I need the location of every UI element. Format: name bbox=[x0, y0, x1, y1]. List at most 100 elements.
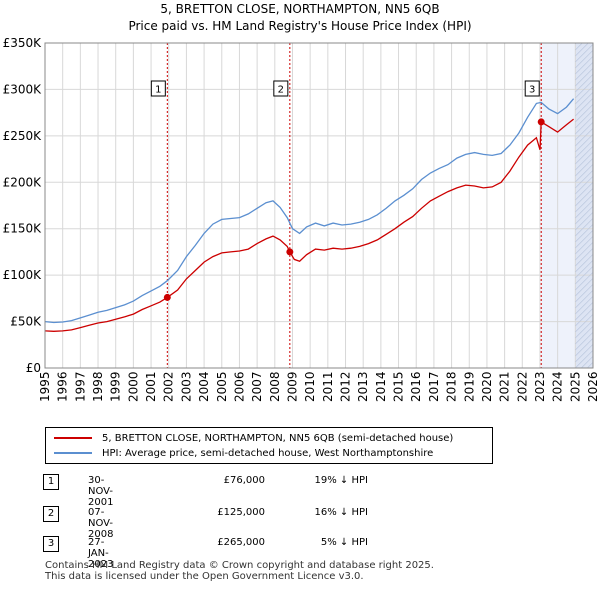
transaction-marker: 2 bbox=[43, 506, 59, 522]
x-tick-label: 2001 bbox=[144, 371, 158, 402]
footer-license: This data is licensed under the Open Gov… bbox=[45, 571, 364, 582]
y-tick-label: £50K bbox=[10, 315, 42, 329]
y-tick-label: £0 bbox=[26, 361, 41, 375]
transaction-marker: 3 bbox=[43, 536, 59, 552]
transaction-hpi-diff: 19% ↓ HPI bbox=[314, 475, 368, 486]
transaction-price: £125,000 bbox=[217, 507, 265, 518]
sale-point bbox=[163, 293, 171, 301]
y-tick-label: £350K bbox=[3, 36, 43, 50]
chart-area: 1 2 3 £0 £50K £100K £150K £200K £250K £300K £350K 1… bbox=[3, 36, 600, 402]
x-tick-label: 1997 bbox=[73, 371, 87, 402]
forecast-hatch bbox=[581, 356, 594, 369]
sale-label-box bbox=[524, 80, 540, 97]
sale-label: 3 bbox=[529, 85, 535, 96]
sale-point bbox=[537, 118, 545, 126]
forecast-hatch bbox=[575, 296, 594, 315]
x-tick-label: 2023 bbox=[533, 371, 547, 402]
x-tick-label: 2009 bbox=[285, 371, 299, 402]
forecast-hatch bbox=[575, 260, 594, 279]
y-tick-label: £300K bbox=[3, 82, 43, 96]
x-tick-label: 2002 bbox=[162, 371, 176, 402]
forecast-hatch bbox=[575, 44, 594, 63]
x-tick-label: 2000 bbox=[126, 371, 140, 402]
x-tick-label: 2026 bbox=[586, 371, 600, 402]
x-tick-label: 1999 bbox=[109, 371, 123, 402]
transaction-date: 30-NOV-2001 bbox=[88, 475, 114, 508]
legend-item-property: 5, BRETTON CLOSE, NORTHAMPTON, NN5 6QB (… bbox=[54, 431, 453, 445]
plot-area: 1 2 3 £0 £50K £100K £150K £200K £250K £300K £350K 1… bbox=[3, 36, 600, 402]
forecast-hatch bbox=[575, 86, 594, 105]
x-tick-label: 2012 bbox=[339, 371, 353, 402]
forecast-hatch bbox=[575, 98, 594, 117]
x-tick-label: 2014 bbox=[374, 371, 388, 402]
x-tick-label: 2017 bbox=[427, 371, 441, 402]
forecast-hatch bbox=[575, 200, 594, 219]
forecast-hatch bbox=[575, 140, 594, 159]
transaction-marker: 1 bbox=[43, 474, 59, 490]
x-tick-label: 2004 bbox=[197, 371, 211, 402]
x-tick-label: 2019 bbox=[462, 371, 476, 402]
x-tick-label: 2013 bbox=[356, 371, 370, 402]
x-tick-label: 2021 bbox=[498, 371, 512, 402]
x-tick-label: 1995 bbox=[38, 371, 52, 402]
forecast-hatch bbox=[575, 272, 594, 291]
x-tick-label: 2016 bbox=[409, 371, 423, 402]
forecast-hatch bbox=[575, 218, 594, 237]
legend-item-hpi: HPI: Average price, semi-detached house,… bbox=[54, 446, 433, 460]
forecast-hatch bbox=[575, 42, 589, 57]
sale-label-box bbox=[273, 80, 289, 97]
x-tick-label: 2015 bbox=[392, 371, 406, 402]
forecast-hatch bbox=[575, 164, 594, 183]
forecast-hatch bbox=[575, 92, 594, 111]
x-tick-label: 2020 bbox=[480, 371, 494, 402]
legend-label-hpi: HPI: Average price, semi-detached house,… bbox=[102, 447, 434, 459]
transaction-hpi-diff: 5% ↓ HPI bbox=[320, 537, 368, 548]
forecast-hatch bbox=[575, 278, 594, 297]
x-tick-label: 2025 bbox=[568, 371, 582, 402]
plot-frame bbox=[44, 42, 594, 369]
forecast-hatch bbox=[575, 242, 594, 261]
forecast-hatch bbox=[575, 266, 594, 285]
x-tick-label: 2003 bbox=[179, 371, 193, 402]
forecast-hatch bbox=[575, 134, 594, 153]
forecast-hatch bbox=[587, 362, 594, 369]
chart-title: 5, BRETTON CLOSE, NORTHAMPTON, NN5 6QB bbox=[160, 2, 440, 16]
forecast-shade bbox=[575, 43, 593, 368]
forecast-hatch bbox=[575, 42, 583, 51]
y-tick-label: £200K bbox=[3, 175, 43, 189]
property-series-line bbox=[44, 118, 575, 332]
sale-label: 2 bbox=[278, 85, 284, 96]
y-tick-label: £250K bbox=[3, 129, 43, 143]
forecast-hatch bbox=[575, 80, 594, 99]
forecast-hatch bbox=[575, 50, 594, 69]
forecast-hatch bbox=[575, 350, 594, 369]
forecast-hatch bbox=[575, 188, 594, 207]
forecast-hatch bbox=[575, 284, 594, 303]
x-tick-label: 2011 bbox=[321, 371, 335, 402]
x-tick-label: 2005 bbox=[215, 371, 229, 402]
x-tick-label: 2007 bbox=[250, 371, 264, 402]
forecast-hatch bbox=[575, 248, 594, 267]
forecast-hatch bbox=[575, 320, 594, 339]
transaction-date: 07-NOV-2008 bbox=[88, 507, 114, 540]
x-tick-label: 2006 bbox=[232, 371, 246, 402]
x-tick-label: 2010 bbox=[303, 371, 317, 402]
transaction-date: 27-JAN-2023 bbox=[88, 537, 114, 570]
transaction-price: £76,000 bbox=[223, 475, 265, 486]
forecast-hatch bbox=[575, 110, 594, 129]
forecast-hatch bbox=[575, 122, 594, 141]
legend: 5, BRETTON CLOSE, NORTHAMPTON, NN5 6QB (… bbox=[45, 427, 493, 464]
forecast-hatch bbox=[575, 170, 594, 189]
x-tick-label: 2024 bbox=[551, 371, 565, 402]
sale-label: 1 bbox=[155, 85, 161, 96]
forecast-hatch bbox=[575, 206, 594, 225]
forecast-hatch bbox=[575, 158, 594, 177]
forecast-hatch bbox=[575, 74, 594, 93]
forecast-hatch bbox=[575, 224, 594, 243]
forecast-hatch bbox=[575, 212, 594, 231]
footer-copyright: Contains HM Land Registry data © Crown c… bbox=[45, 560, 434, 571]
forecast-hatch bbox=[575, 332, 594, 351]
x-tick-label: 2018 bbox=[445, 371, 459, 402]
forecast-hatch bbox=[575, 182, 594, 201]
chart-subtitle: Price paid vs. HM Land Registry's House … bbox=[128, 19, 472, 33]
